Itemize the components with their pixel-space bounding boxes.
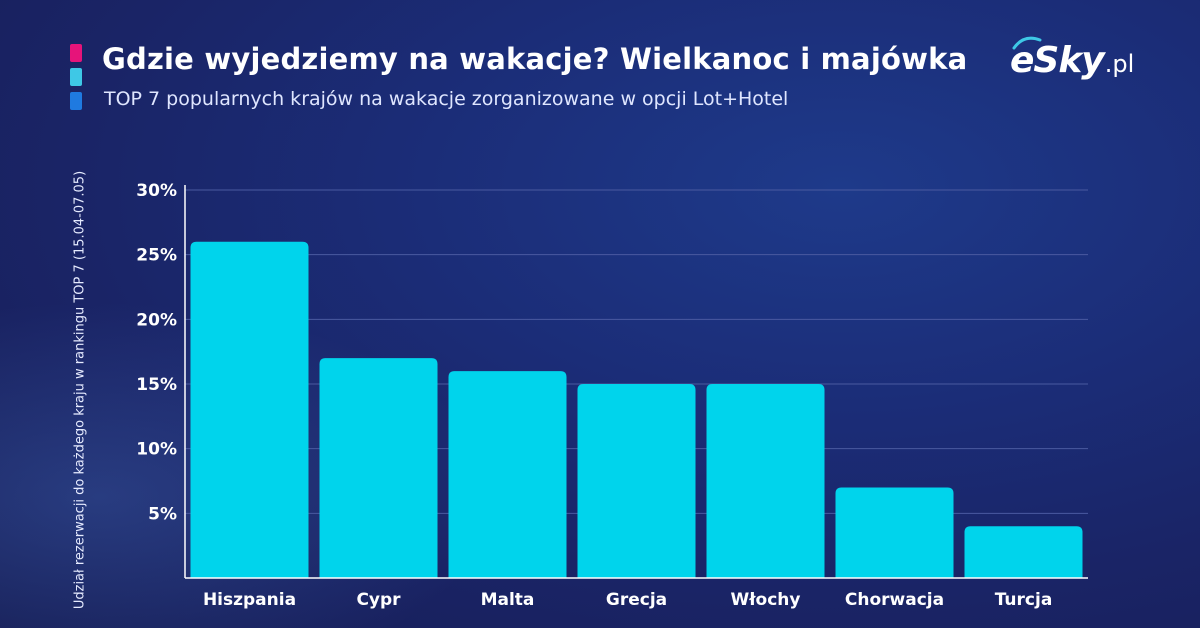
y-tick-label: 10% <box>136 440 177 460</box>
axes <box>184 185 1088 579</box>
bars <box>190 241 1083 578</box>
bar <box>448 371 567 578</box>
accent-bar-blue <box>70 92 82 110</box>
x-tick-label: Cypr <box>356 590 401 610</box>
x-tick-label: Malta <box>481 590 535 610</box>
esky-logo: eSky .pl <box>1010 36 1135 84</box>
y-tick-label: 15% <box>136 375 177 395</box>
bar <box>835 487 954 578</box>
bar <box>319 358 438 578</box>
bar <box>964 526 1083 578</box>
y-tick-label: 5% <box>148 504 177 524</box>
x-tick-label: Chorwacja <box>845 590 944 610</box>
y-tick-label: 30% <box>136 181 177 201</box>
y-tick-label: 20% <box>136 310 177 330</box>
x-tick-label: Hiszpania <box>203 590 296 610</box>
x-tick-label: Turcja <box>995 590 1053 610</box>
bar <box>706 384 825 578</box>
bar <box>577 384 696 578</box>
accent-bar-cyan <box>70 68 82 86</box>
bar <box>190 241 309 578</box>
x-tick-label: Grecja <box>606 590 667 610</box>
logo-wordmark: eSky <box>1010 40 1105 81</box>
tick-labels: 5% 10% 15% 20% 25% 30% Hiszpania Cypr Malta Grecj… <box>136 181 1052 610</box>
logo-swoosh-icon <box>1012 36 1042 50</box>
x-tick-label: Włochy <box>730 590 800 610</box>
chart-subtitle: TOP 7 popularnych krajów na wakacje zorg… <box>104 88 789 110</box>
chart-title: Gdzie wyjedziemy na wakacje? Wielkanoc i… <box>102 42 968 76</box>
logo-domain: .pl <box>1104 50 1135 78</box>
y-tick-label: 25% <box>136 246 177 266</box>
accent-bar-pink <box>70 44 82 62</box>
